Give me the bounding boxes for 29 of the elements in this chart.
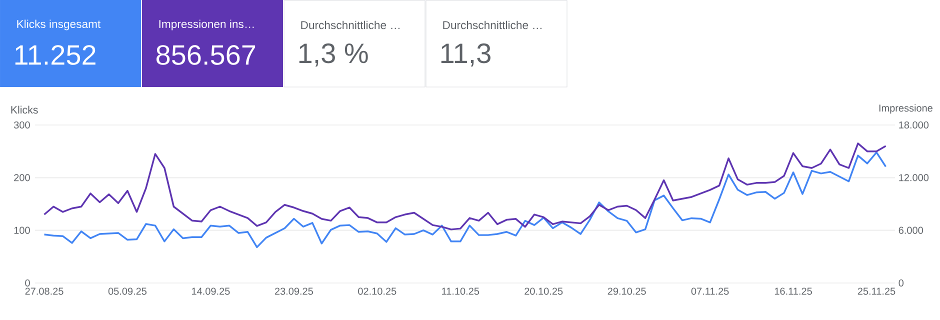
y2-tick-label: 18.000 [899, 121, 929, 129]
y-tick-label: 0 [25, 279, 30, 287]
x-tick-label: 11.10.25 [442, 288, 480, 295]
y2-tick-label: 12.000 [899, 174, 929, 182]
x-tick-label: 05.09.25 [108, 288, 147, 295]
x-tick-label: 16.11.25 [774, 288, 812, 295]
y2-tick-label: 0 [898, 279, 904, 287]
x-tick-label: 14.09.25 [192, 288, 230, 295]
x-tick-label: 29.10.25 [608, 288, 646, 295]
x-tick-label: 20.10.25 [524, 288, 563, 295]
x-tick-label: 02.10.25 [358, 288, 396, 295]
x-tick-label: 27.08.25 [25, 288, 64, 295]
y2-tick-label: 6.000 [898, 226, 923, 234]
text: Klicks insgesamt [17, 20, 101, 30]
text: 1,3 % [299, 43, 368, 67]
x-tick-label: 07.11.25 [691, 288, 729, 295]
text: 11,3 [441, 43, 490, 67]
text: Durchschnittliche … [443, 20, 542, 30]
x-tick-label: 23.09.25 [274, 288, 313, 295]
text: 11.252 [15, 45, 96, 65]
y-tick-label: 200 [14, 174, 30, 182]
text: Durchschnittliche … [301, 20, 400, 30]
y2-axis-title: Impressione [879, 104, 932, 114]
x-tick-label: 25.11.25 [858, 288, 896, 295]
y-axis-title: Klicks [11, 106, 38, 114]
y-tick-label: 100 [14, 226, 30, 234]
y-tick-label: 300 [14, 121, 30, 129]
text: Impressionen ins… [159, 20, 254, 30]
text: 856.567 [156, 45, 256, 65]
